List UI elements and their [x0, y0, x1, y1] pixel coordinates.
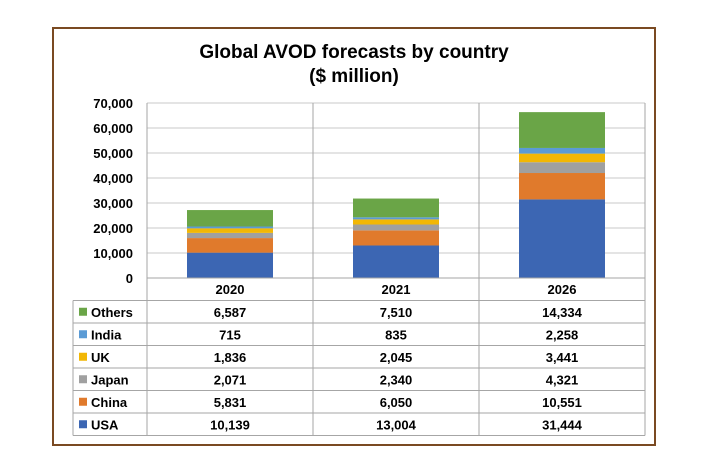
y-tick-label: 20,000	[93, 221, 133, 236]
bar-india-2021	[353, 217, 439, 220]
data-label: 2,340	[380, 372, 413, 387]
x-category-label: 2021	[382, 282, 411, 297]
bar-usa-2026	[519, 199, 605, 278]
legend-label: India	[91, 327, 122, 342]
legend-key-japan	[79, 375, 87, 384]
data-label: 3,441	[546, 350, 579, 365]
bar-china-2020	[187, 238, 273, 253]
y-tick-label: 50,000	[93, 146, 133, 161]
bar-india-2020	[187, 226, 273, 229]
x-category-label: 2020	[216, 282, 245, 297]
bar-japan-2020	[187, 232, 273, 239]
data-label: 6,050	[380, 395, 413, 410]
data-label: 1,836	[214, 350, 247, 365]
data-label: 13,004	[376, 417, 417, 432]
legend-key-india	[79, 330, 87, 339]
y-tick-label: 0	[126, 271, 133, 286]
data-label: 2,045	[380, 350, 413, 365]
data-label: 5,831	[214, 395, 247, 410]
bar-japan-2021	[353, 224, 439, 231]
legend-label: Japan	[91, 372, 129, 387]
bar-others-2020	[187, 210, 273, 227]
bar-uk-2026	[519, 153, 605, 163]
data-label: 4,321	[546, 372, 579, 387]
chart-title: Global AVOD forecasts by country	[199, 42, 509, 63]
bar-japan-2026	[519, 162, 605, 174]
y-tick-label: 10,000	[93, 246, 133, 261]
bar-uk-2021	[353, 219, 439, 225]
x-category-label: 2026	[548, 282, 577, 297]
bar-china-2021	[353, 230, 439, 246]
bar-india-2026	[519, 147, 605, 154]
y-tick-label: 40,000	[93, 171, 133, 186]
legend-label: Others	[91, 305, 133, 320]
bar-others-2021	[353, 198, 439, 218]
chart-subtitle: ($ million)	[309, 66, 399, 87]
bar-china-2026	[519, 173, 605, 200]
data-label: 10,551	[542, 395, 582, 410]
data-label: 10,139	[210, 417, 250, 432]
bar-others-2026	[519, 112, 605, 148]
data-label: 835	[385, 327, 407, 342]
legend-key-others	[79, 307, 87, 316]
legend-key-china	[79, 397, 87, 406]
data-label: 6,587	[214, 305, 247, 320]
data-label: 7,510	[380, 305, 413, 320]
legend-key-usa	[79, 420, 87, 429]
chart-title-block: Global AVOD forecasts by country ($ mill…	[54, 41, 654, 89]
legend-label: China	[91, 395, 128, 410]
legend-label: USA	[91, 417, 119, 432]
y-tick-label: 70,000	[93, 96, 133, 111]
data-label: 31,444	[542, 417, 583, 432]
legend-key-uk	[79, 352, 87, 361]
data-label: 2,258	[546, 327, 579, 342]
data-label: 715	[219, 327, 241, 342]
bar-usa-2021	[353, 245, 439, 278]
y-tick-label: 30,000	[93, 196, 133, 211]
legend-label: UK	[91, 350, 110, 365]
y-tick-label: 60,000	[93, 121, 133, 136]
bar-uk-2020	[187, 228, 273, 233]
data-label: 2,071	[214, 372, 247, 387]
data-label: 14,334	[542, 305, 583, 320]
bar-usa-2020	[187, 252, 273, 278]
